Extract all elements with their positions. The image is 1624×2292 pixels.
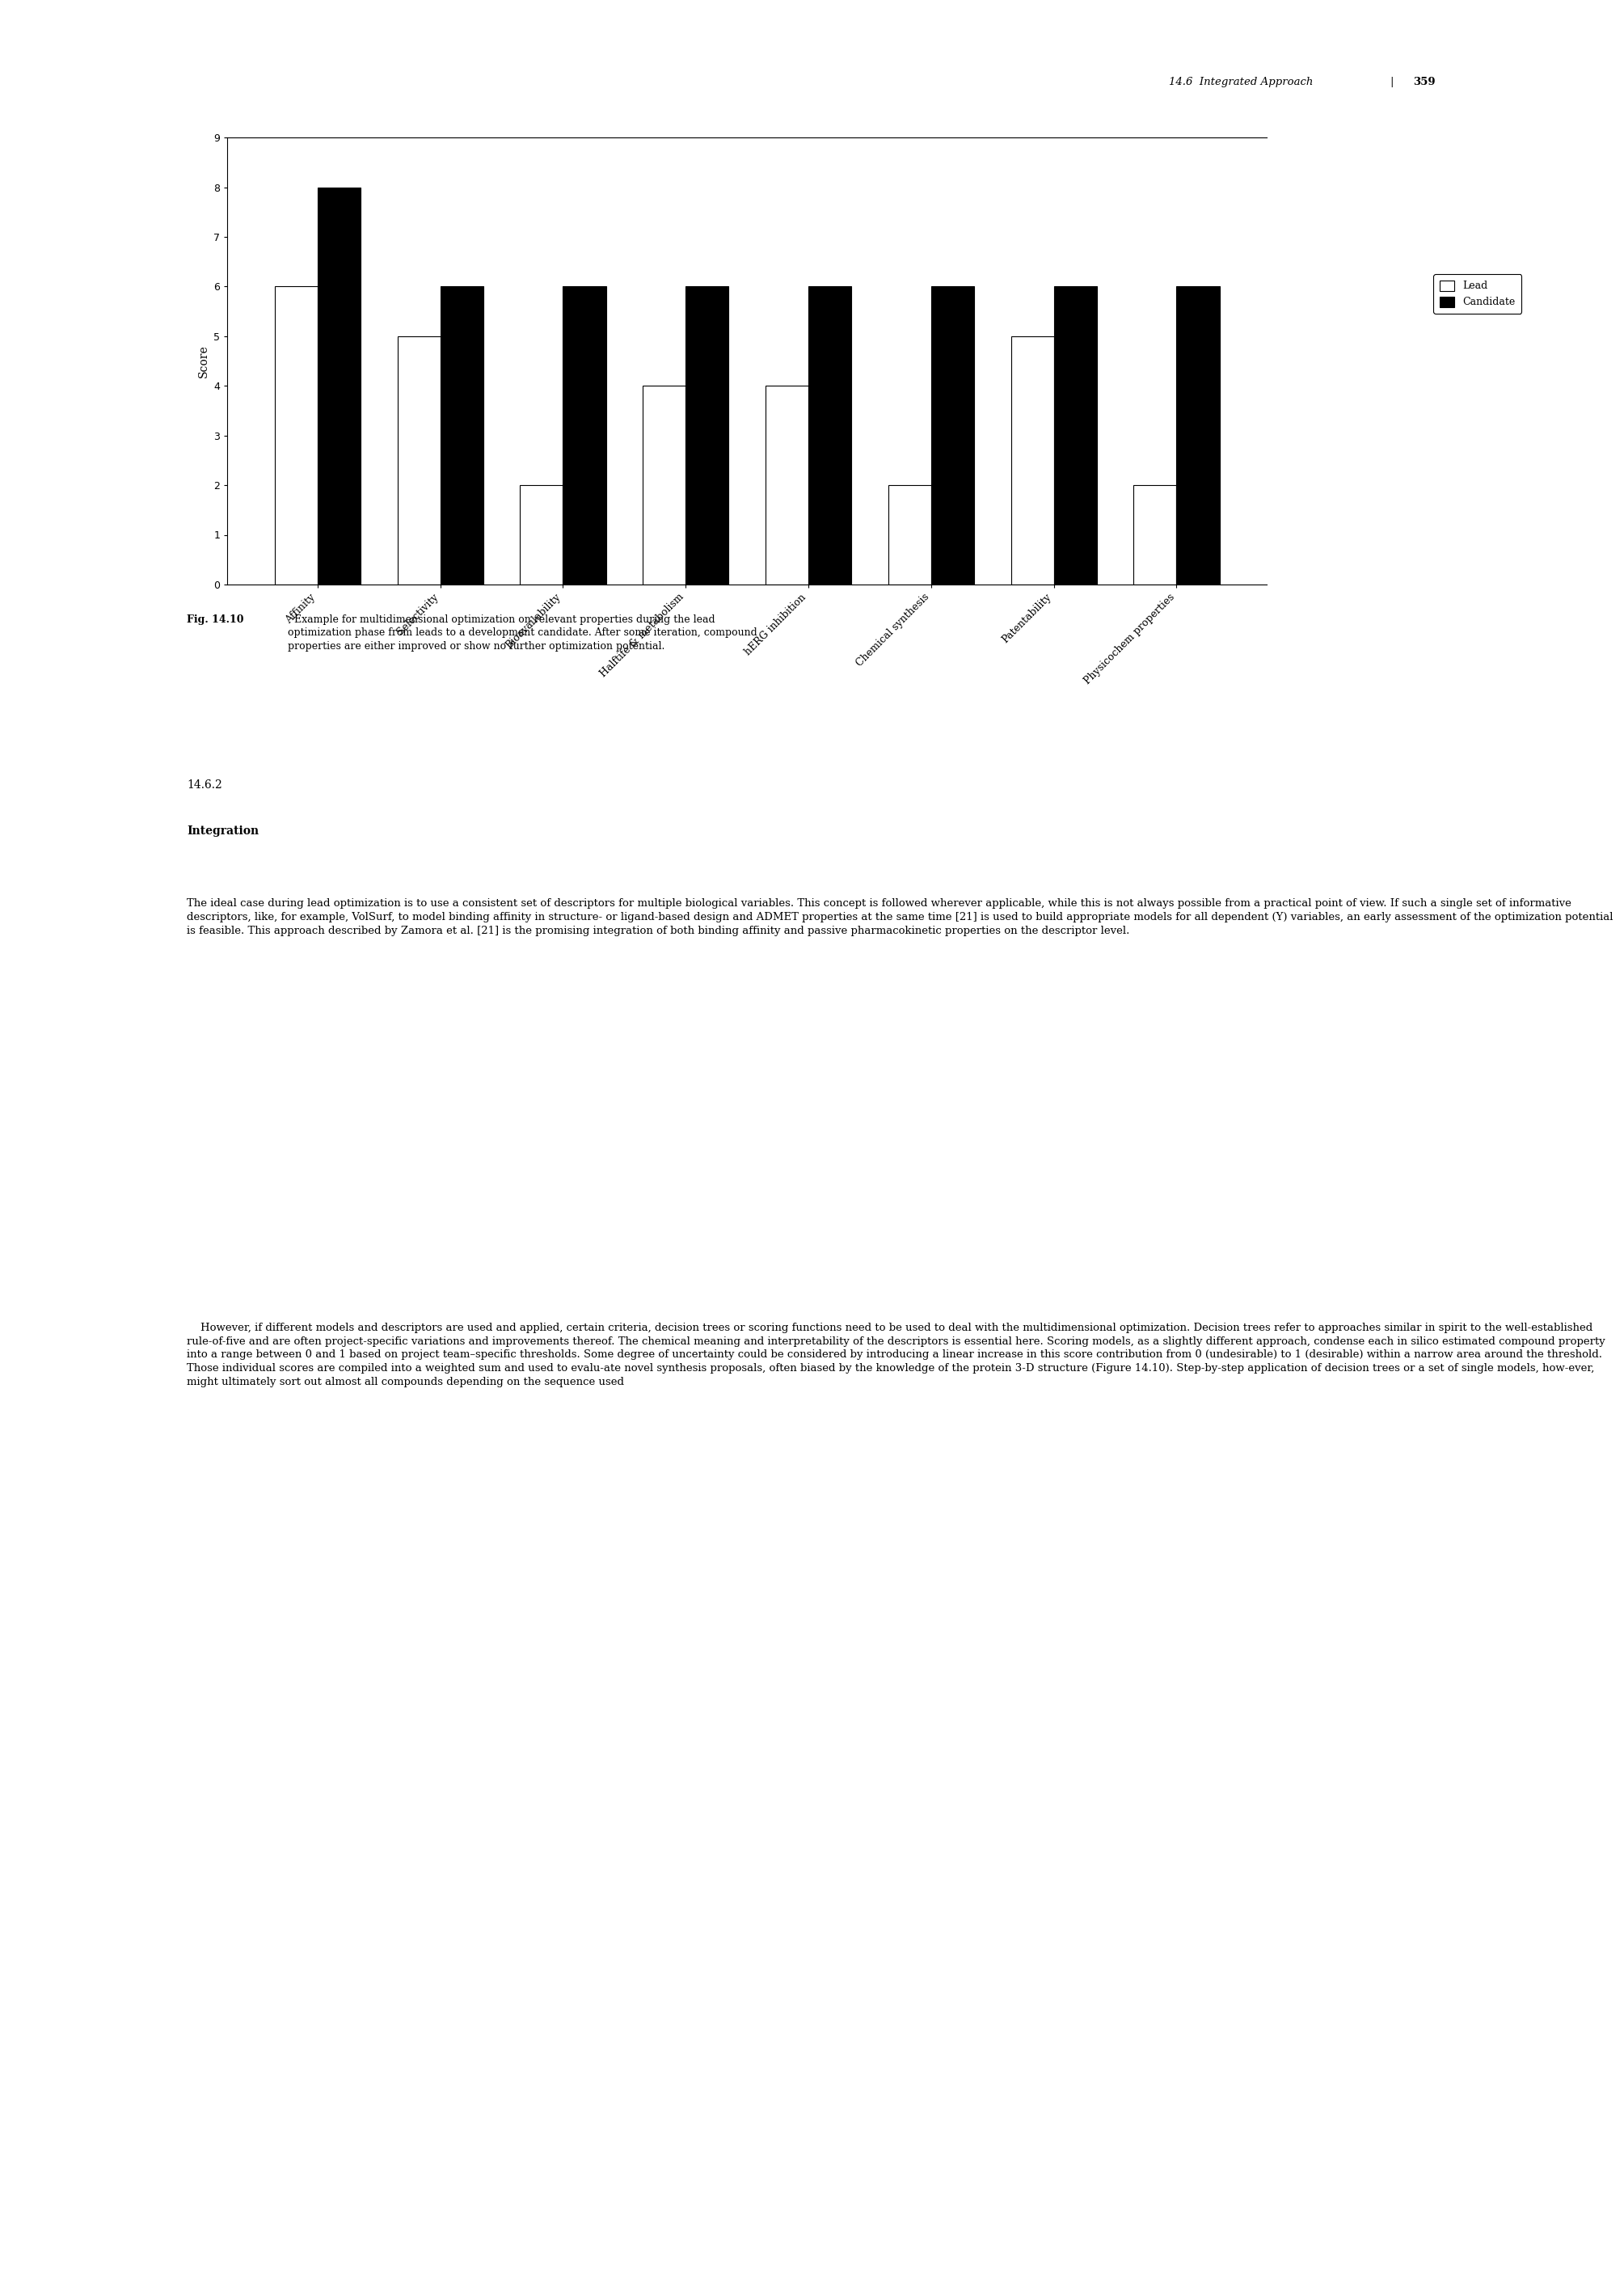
Text: However, if different models and descriptors are used and applied, certain crite: However, if different models and descrip…	[187, 1322, 1605, 1387]
Bar	[765, 385, 809, 584]
Text: 14.6  Integrated Approach: 14.6 Integrated Approach	[1169, 76, 1314, 87]
Bar	[888, 486, 931, 584]
Bar	[809, 286, 851, 584]
Text: 359: 359	[1413, 76, 1436, 87]
Bar	[1010, 337, 1054, 584]
Text: |: |	[1390, 76, 1393, 87]
Text: Fig. 14.10: Fig. 14.10	[187, 614, 244, 626]
Y-axis label: Score: Score	[198, 344, 209, 378]
Text: Example for multidimensional optimization on relevant properties during the lead: Example for multidimensional optimizatio…	[287, 614, 757, 651]
Bar	[520, 486, 564, 584]
Text: Integration: Integration	[187, 825, 258, 837]
Bar	[440, 286, 484, 584]
Text: 14.6.2: 14.6.2	[187, 779, 222, 791]
Bar	[318, 188, 361, 584]
Bar	[564, 286, 606, 584]
Bar	[685, 286, 729, 584]
Bar	[1176, 286, 1220, 584]
Bar	[398, 337, 440, 584]
Legend: Lead, Candidate: Lead, Candidate	[1434, 275, 1522, 314]
Bar	[1134, 486, 1176, 584]
Bar	[1054, 286, 1096, 584]
Text: The ideal case during lead optimization is to use a consistent set of descriptor: The ideal case during lead optimization …	[187, 898, 1613, 935]
Bar	[274, 286, 318, 584]
Bar	[643, 385, 685, 584]
Bar	[931, 286, 974, 584]
